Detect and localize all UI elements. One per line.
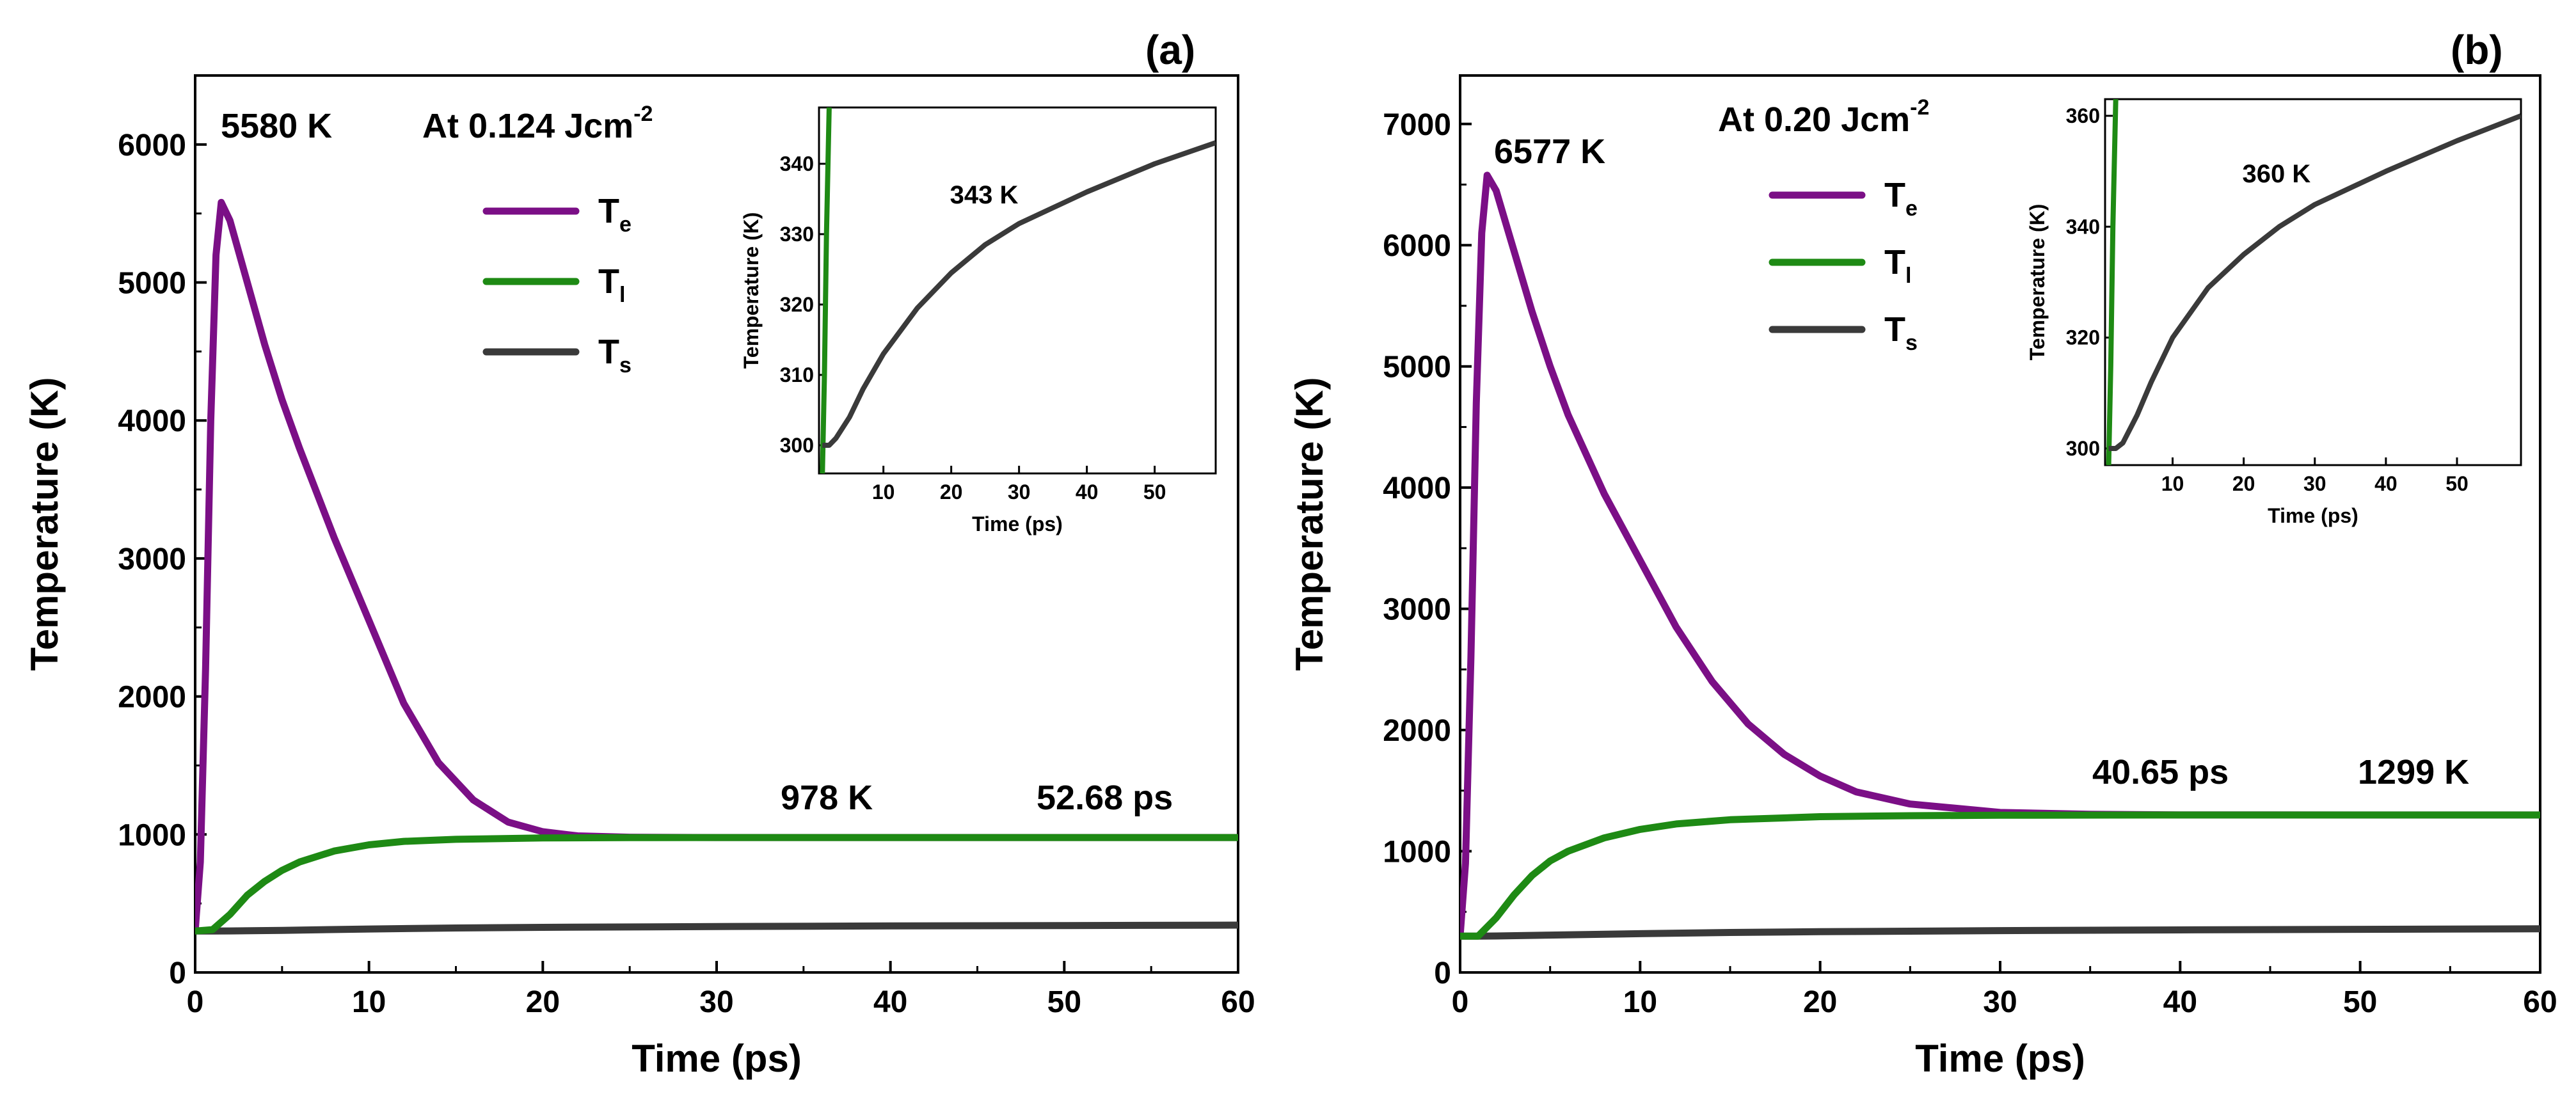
inset-x-tick-label: 50 <box>1143 480 1166 503</box>
inset-x-tick-label: 30 <box>2303 472 2326 495</box>
inset-y-tick-label: 340 <box>780 152 814 175</box>
x-tick-label: 50 <box>2343 985 2377 1019</box>
y-axis-label: Temperature (K) <box>1288 377 1331 671</box>
inset-annotation: 360 K <box>2243 160 2311 188</box>
x-tick-label: 20 <box>1803 985 1837 1019</box>
inset-x-axis-label: Time (ps) <box>972 512 1063 535</box>
y-tick-label: 2000 <box>118 681 186 715</box>
x-tick-label: 40 <box>2163 985 2197 1019</box>
y-tick-label: 6000 <box>1383 229 1451 263</box>
inset-y-tick-label: 300 <box>2066 437 2100 460</box>
panel-a: 0 10 20 30 40 50 60 0 1000 2000 3000 4000 5000 6000 Ti… <box>23 27 1255 1080</box>
inset-series-line-T_l <box>2106 99 2119 465</box>
x-axis-label: Time (ps) <box>1915 1037 2085 1080</box>
x-tick-label: 0 <box>187 985 204 1019</box>
series-line-T_s <box>1460 925 2540 940</box>
inset-x-tick-label: 30 <box>1008 480 1031 503</box>
inset-x-tick-label: 10 <box>2161 472 2184 495</box>
annotation: 40.65 ps <box>2092 753 2229 791</box>
inset-y-tick-label: 310 <box>780 363 814 386</box>
y-tick-label: 5000 <box>118 267 186 301</box>
x-tick-label: 30 <box>1983 985 2017 1019</box>
x-tick-label: 30 <box>699 985 733 1019</box>
legend-label-T_l: Tl <box>598 262 625 307</box>
inset-y-tick-label: 340 <box>2066 215 2100 238</box>
chart-title: At 0.124 Jcm-2 <box>422 102 653 145</box>
legend-label-T_s: Ts <box>598 333 632 377</box>
x-tick-label: 20 <box>526 985 560 1019</box>
legend-label-T_e: Te <box>598 192 632 237</box>
legend-label-T_s: Ts <box>1884 310 1918 355</box>
series-line-T_l <box>1460 811 2540 940</box>
inset-y-tick-label: 320 <box>2066 326 2100 349</box>
inset-x-axis-label: Time (ps) <box>2268 504 2358 527</box>
annotation: 6577 K <box>1494 132 1605 171</box>
series-line-T_s <box>195 921 1238 935</box>
y-tick-label: 4000 <box>1383 472 1451 505</box>
y-axis-label: Temperature (K) <box>23 377 66 671</box>
inset-x-tick-label: 40 <box>1076 480 1099 503</box>
annotation: 978 K <box>781 779 873 817</box>
y-tick-label: 1000 <box>1383 836 1451 869</box>
inset-frame <box>2104 98 2522 466</box>
legend-label-T_e: Te <box>1884 176 1918 221</box>
annotation: 1299 K <box>2358 753 2469 791</box>
inset-x-tick-label: 20 <box>2232 472 2255 495</box>
inset-series-line-T_l <box>820 107 832 473</box>
inset-x-tick-label: 50 <box>2445 472 2469 495</box>
inset-y-tick-label: 320 <box>780 293 814 316</box>
y-tick-label: 0 <box>169 956 186 990</box>
series-line-T_l <box>195 834 1238 935</box>
x-tick-label: 50 <box>1047 985 1081 1019</box>
y-tick-label: 2000 <box>1383 714 1451 748</box>
y-tick-label: 3000 <box>1383 593 1451 627</box>
x-tick-label: 60 <box>2523 985 2557 1019</box>
x-tick-label: 10 <box>352 985 386 1019</box>
x-tick-label: 0 <box>1452 985 1469 1019</box>
panel-label: (a) <box>1145 27 1195 73</box>
chart-title: At 0.20 Jcm-2 <box>1718 95 1929 139</box>
legend-label-T_l: Tl <box>1884 243 1911 288</box>
inset-x-tick-label: 10 <box>872 480 895 503</box>
inset-x-tick-label: 40 <box>2374 472 2397 495</box>
annotation: 52.68 ps <box>1037 779 1173 817</box>
y-tick-label: 1000 <box>118 818 186 852</box>
inset-series-line-T_s <box>2108 113 2521 451</box>
y-tick-label: 4000 <box>118 404 186 438</box>
y-tick-label: 7000 <box>1383 108 1451 142</box>
x-axis-label: Time (ps) <box>632 1037 802 1080</box>
x-tick-label: 40 <box>873 985 907 1019</box>
y-tick-label: 5000 <box>1383 351 1451 385</box>
inset-series-line-T_s <box>822 140 1216 448</box>
x-tick-label: 60 <box>1221 985 1255 1019</box>
inset-y-tick-label: 330 <box>780 223 814 246</box>
inset-y-axis-label: Temperature (K) <box>2026 204 2049 361</box>
x-tick-label: 10 <box>1623 985 1657 1019</box>
panel-label: (b) <box>2451 27 2503 73</box>
y-tick-label: 0 <box>1434 956 1451 990</box>
inset-x-tick-label: 20 <box>940 480 963 503</box>
panel-b: 0 10 20 30 40 50 60 0 1000 2000 3000 4000 5000 6000 70… <box>1288 27 2557 1080</box>
inset-y-axis-label: Temperature (K) <box>740 212 763 369</box>
inset-y-tick-label: 360 <box>2066 104 2100 127</box>
inset-y-tick-label: 300 <box>780 434 814 457</box>
inset-annotation: 343 K <box>950 181 1019 209</box>
annotation: 5580 K <box>221 107 332 145</box>
y-tick-label: 6000 <box>118 129 186 163</box>
y-tick-label: 3000 <box>118 543 186 576</box>
